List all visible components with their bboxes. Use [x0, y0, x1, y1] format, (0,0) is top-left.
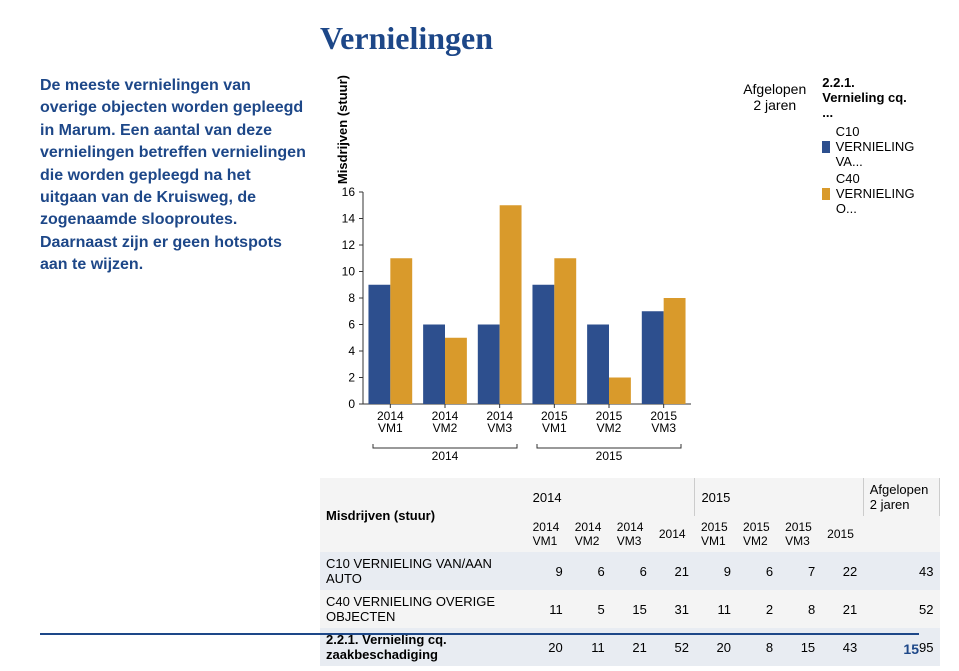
table-cell: 43	[863, 552, 939, 590]
chart-period-label: Afgelopen 2 jaren	[743, 81, 806, 464]
svg-text:2015: 2015	[596, 449, 623, 463]
table-cell: 15	[611, 590, 653, 628]
svg-text:2: 2	[349, 371, 356, 385]
table-cell: 52	[863, 590, 939, 628]
svg-text:12: 12	[342, 238, 356, 252]
svg-text:8: 8	[349, 291, 356, 305]
table-cell: 9	[527, 552, 569, 590]
table-cell: 9	[695, 552, 737, 590]
chart-y-axis-label: Misdrijven (stuur)	[329, 75, 699, 184]
legend-title: 2.2.1. Vernieling cq. ...	[822, 75, 919, 120]
table-cell: 6	[611, 552, 653, 590]
table-cell: 6	[737, 552, 779, 590]
svg-text:6: 6	[349, 318, 356, 332]
chart-legend: 2.2.1. Vernieling cq. ... C10 VERNIELING…	[822, 75, 919, 464]
table-header-metric: Misdrijven (stuur)	[320, 478, 527, 552]
table-cell: 7	[779, 552, 821, 590]
svg-text:10: 10	[342, 265, 356, 279]
page-title: Vernielingen	[320, 20, 919, 57]
table-row-label: C40 VERNIELING OVERIGE OBJECTEN	[320, 590, 527, 628]
table-year-header: 2014	[527, 478, 695, 516]
table-cell: 2	[737, 590, 779, 628]
svg-text:VM1: VM1	[542, 421, 567, 435]
table-subheader: 2014VM1	[527, 516, 569, 552]
table-subheader: 2014VM2	[569, 516, 611, 552]
svg-text:VM1: VM1	[378, 421, 403, 435]
svg-text:VM3: VM3	[652, 421, 677, 435]
table-subheader: 2015VM1	[695, 516, 737, 552]
table-total-header: Afgelopen 2 jaren	[863, 478, 939, 516]
table-subheader: 2015VM2	[737, 516, 779, 552]
body-paragraph: De meeste vernielingen van overige objec…	[40, 75, 309, 464]
page-number: 15	[903, 641, 919, 657]
data-table: Misdrijven (stuur)20142015Afgelopen 2 ja…	[320, 478, 940, 666]
table-cell: 21	[821, 590, 863, 628]
legend-label: C40 VERNIELING O...	[836, 171, 919, 216]
table-cell: 31	[653, 590, 695, 628]
table-cell: 5	[569, 590, 611, 628]
svg-text:14: 14	[342, 212, 356, 226]
table-cell: 22	[821, 552, 863, 590]
legend-swatch	[822, 188, 830, 200]
legend-item: C10 VERNIELING VA...	[822, 124, 919, 169]
data-table-area: Misdrijven (stuur)20142015Afgelopen 2 ja…	[320, 478, 919, 666]
svg-text:VM3: VM3	[488, 421, 513, 435]
svg-text:VM2: VM2	[597, 421, 622, 435]
table-cell: 21	[653, 552, 695, 590]
table-row: C40 VERNIELING OVERIGE OBJECTEN115153111…	[320, 590, 940, 628]
svg-text:4: 4	[349, 344, 356, 358]
svg-text:16: 16	[342, 185, 356, 199]
chart-area: Misdrijven (stuur) 0 2 4 6 8 10 12 14 16 2014 VM1 2…	[329, 75, 919, 464]
table-subheader: 2014VM3	[611, 516, 653, 552]
svg-text:VM2: VM2	[433, 421, 458, 435]
bar-chart: 02468101214162014VM12014VM22014VM32015VM…	[329, 184, 699, 464]
table-cell: 8	[779, 590, 821, 628]
legend-item: C40 VERNIELING O...	[822, 171, 919, 216]
table-cell: 6	[569, 552, 611, 590]
table-row-label: C10 VERNIELING VAN/AAN AUTO	[320, 552, 527, 590]
table-subheader: 2015	[821, 516, 863, 552]
table-subheader: 2014	[653, 516, 695, 552]
table-cell: 11	[695, 590, 737, 628]
legend-label: C10 VERNIELING VA...	[836, 124, 919, 169]
table-year-header: 2015	[695, 478, 863, 516]
footer-rule	[40, 633, 919, 635]
table-subheader: 2015VM3	[779, 516, 821, 552]
table-row: C10 VERNIELING VAN/AAN AUTO966219672243	[320, 552, 940, 590]
table-cell: 11	[527, 590, 569, 628]
svg-text:2014: 2014	[432, 449, 459, 463]
svg-text:0: 0	[349, 397, 356, 411]
legend-swatch	[822, 141, 829, 153]
